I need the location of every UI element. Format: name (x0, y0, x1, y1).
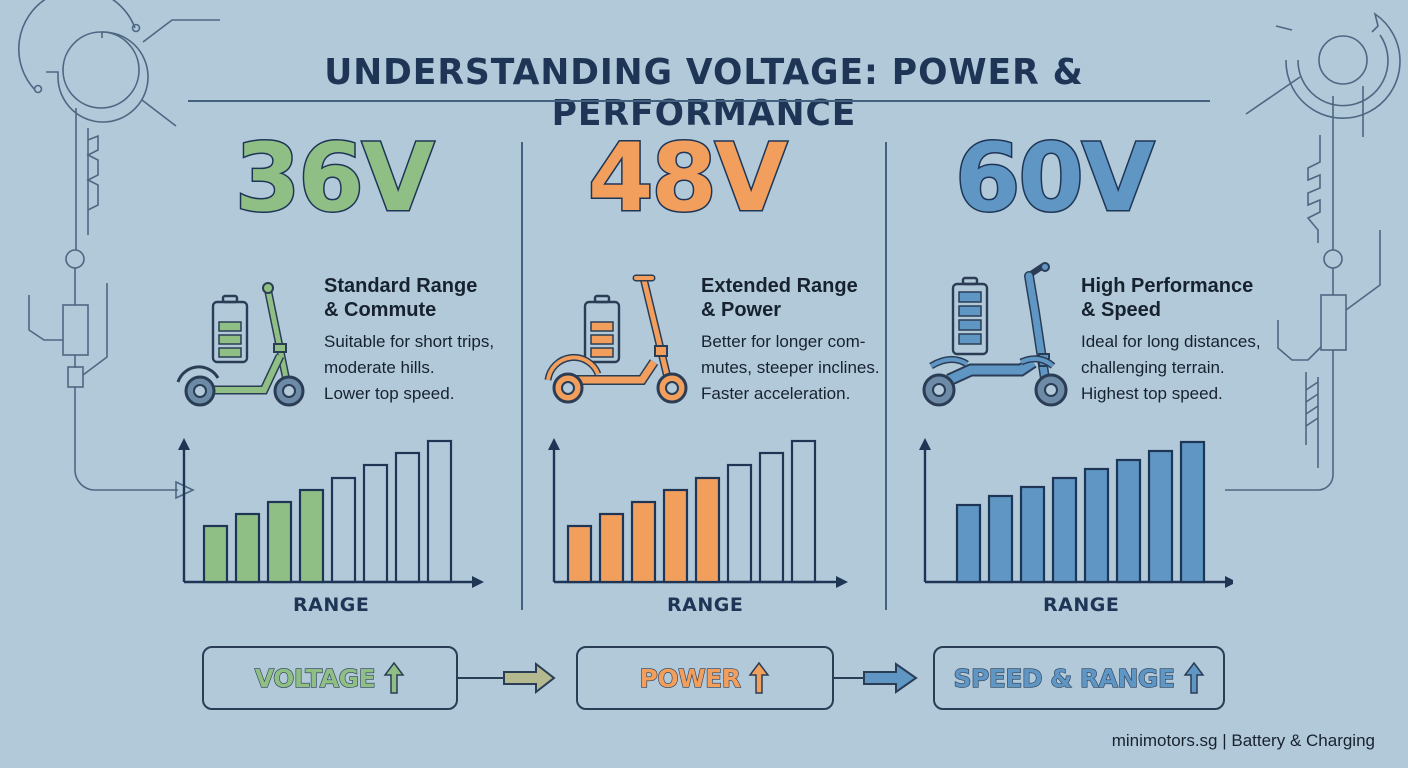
panel-description: Suitable for short trips, moderate hills… (324, 332, 495, 403)
chart-bar (598, 512, 625, 584)
chart-bar (758, 451, 785, 584)
chart-bar (630, 500, 657, 584)
chart-bar (1115, 458, 1142, 584)
flow-arrow-icon (832, 662, 918, 694)
chart-bar (1019, 485, 1046, 584)
chart-bar (234, 512, 261, 584)
panel-48v: 48V Extended Range & Power Better for lo… (530, 128, 890, 618)
chart-bar (1083, 467, 1110, 584)
range-bar-chart (919, 438, 1233, 588)
chart-bar (298, 488, 325, 584)
flow-label: SPEED & RANGE (953, 663, 1176, 693)
arrow-up-icon (1183, 661, 1205, 694)
chart-bar (694, 476, 721, 584)
chart-axis-label: RANGE (1043, 594, 1120, 616)
chart-bar (726, 463, 753, 584)
chart-bar (566, 524, 593, 584)
chart-bar (790, 439, 817, 584)
range-bar-chart (548, 438, 848, 588)
flow-box-voltage: VOLTAGE (202, 646, 458, 710)
chart-bar (1147, 449, 1174, 584)
scooter-icon (544, 274, 688, 404)
voltage-label: 60V (954, 124, 1157, 233)
chart-bar (202, 524, 229, 584)
panel-heading: Standard Range & Commute (324, 275, 478, 321)
scooter-icon (176, 282, 305, 407)
chart-bar (394, 451, 421, 584)
chart-axis-label: RANGE (293, 594, 370, 616)
flow-label: POWER (639, 663, 742, 693)
arrow-up-icon (383, 661, 405, 694)
flow-box-speed-range: SPEED & RANGE (933, 646, 1225, 710)
page-title: UNDERSTANDING VOLTAGE: POWER & PERFORMAN… (324, 52, 1084, 134)
panel-description: Better for longer com- mutes, steeper in… (701, 332, 880, 403)
chart-bar (662, 488, 689, 584)
chart-bar (426, 439, 453, 584)
column-divider-2 (885, 142, 887, 610)
column-divider-1 (521, 142, 523, 610)
chart-bar (330, 476, 357, 584)
flow-label: VOLTAGE (254, 663, 376, 693)
chart-bar (1051, 476, 1078, 584)
arrow-up-icon (748, 661, 770, 694)
flow-box-power: POWER (576, 646, 834, 710)
panel-description: Ideal for long distances, challenging te… (1081, 332, 1261, 403)
panel-heading: High Performance & Speed (1081, 275, 1254, 321)
panel-60v: 60V High Performance & Speed Ideal for l… (905, 128, 1265, 618)
voltage-label: 36V (234, 124, 437, 233)
footer-credit: minimotors.sg | Battery & Charging (1111, 731, 1375, 750)
panel-36v: 36V Standard Range & Commute Suitable fo… (160, 128, 520, 618)
title-underline (188, 100, 1210, 102)
chart-bar (1179, 440, 1206, 584)
chart-bar (955, 503, 982, 584)
voltage-label: 48V (587, 124, 790, 233)
battery-icon (951, 276, 989, 356)
scooter-icon (922, 262, 1068, 407)
flow-arrow-icon (456, 661, 556, 695)
panel-heading: Extended Range & Power (701, 275, 858, 321)
battery-icon (583, 294, 621, 364)
range-bar-chart (178, 438, 484, 588)
chart-axis-label: RANGE (667, 594, 744, 616)
battery-icon (211, 294, 249, 364)
chart-bar (266, 500, 293, 584)
chart-bar (987, 494, 1014, 584)
chart-bar (362, 463, 389, 584)
